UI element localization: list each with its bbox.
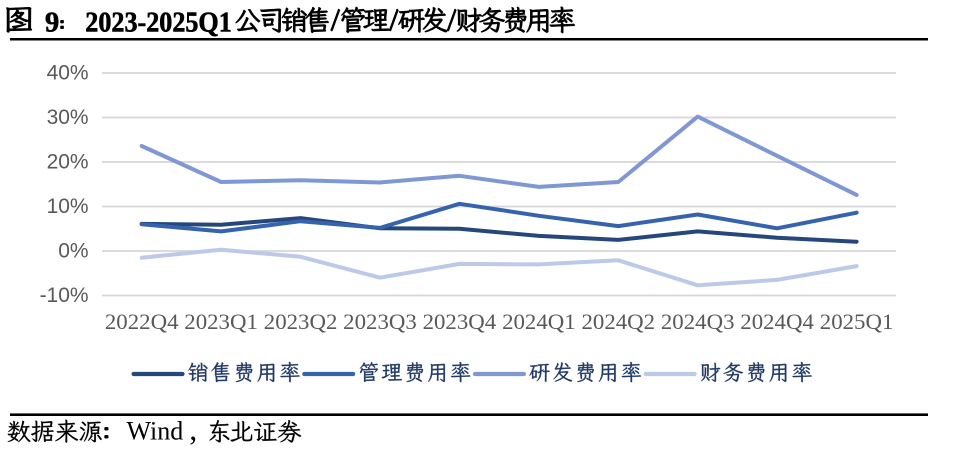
svg-text:0%: 0% xyxy=(58,239,88,262)
svg-text:2024Q3: 2024Q3 xyxy=(661,309,735,334)
svg-text:2022Q4: 2022Q4 xyxy=(105,309,179,334)
svg-text:30%: 30% xyxy=(47,106,89,129)
svg-text:-10%: -10% xyxy=(40,284,89,307)
svg-text:2024Q2: 2024Q2 xyxy=(582,309,656,334)
svg-text:40%: 40% xyxy=(47,61,89,84)
svg-text:2024Q1: 2024Q1 xyxy=(502,309,576,334)
svg-text:,: , xyxy=(189,411,197,447)
svg-text:Wind: Wind xyxy=(127,416,184,445)
svg-text:2023Q2: 2023Q2 xyxy=(264,309,338,334)
svg-text:20%: 20% xyxy=(47,150,89,173)
svg-text:10%: 10% xyxy=(47,195,89,218)
svg-text:2023Q3: 2023Q3 xyxy=(343,309,417,334)
svg-text:2025Q1: 2025Q1 xyxy=(820,309,894,334)
svg-text:2023Q4: 2023Q4 xyxy=(423,309,497,334)
svg-text:2023Q1: 2023Q1 xyxy=(184,309,258,334)
svg-text:9: 9 xyxy=(45,8,59,39)
svg-text:2024Q4: 2024Q4 xyxy=(740,309,814,334)
svg-text:2023-2025Q1: 2023-2025Q1 xyxy=(85,8,232,39)
